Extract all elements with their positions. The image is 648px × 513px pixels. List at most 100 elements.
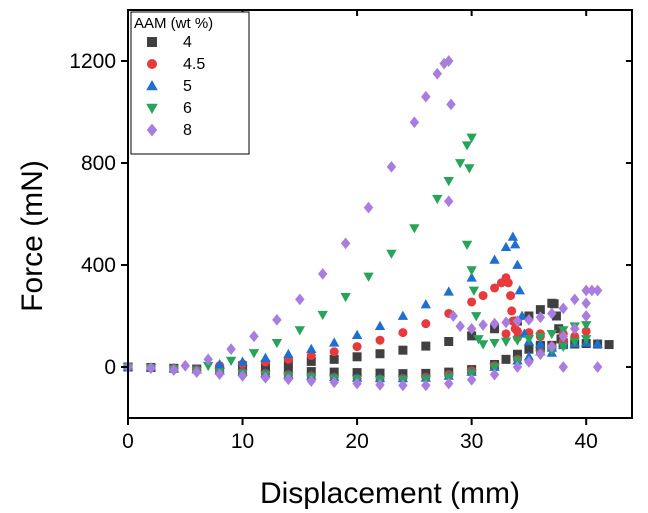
data-point [516, 310, 528, 320]
data-point [581, 335, 592, 345]
legend-label: 5 [183, 78, 192, 95]
data-point [489, 368, 500, 381]
data-point [271, 338, 283, 349]
data-point [421, 341, 431, 351]
data-point [306, 356, 316, 366]
data-point [455, 320, 465, 333]
data-point [248, 349, 260, 359]
data-point [467, 331, 477, 341]
data-point [569, 337, 580, 347]
data-point [398, 379, 408, 392]
data-point [489, 317, 500, 330]
data-point [535, 305, 545, 315]
data-point [507, 231, 519, 241]
data-point [581, 326, 591, 336]
legend-label: 4.5 [183, 56, 205, 73]
data-point [503, 278, 513, 288]
data-point [535, 333, 546, 343]
data-point [512, 336, 523, 346]
data-point [512, 326, 522, 336]
data-point [604, 340, 614, 350]
data-point [466, 373, 477, 386]
data-point [581, 321, 592, 331]
data-point [249, 330, 259, 343]
data-point [466, 266, 477, 276]
data-point [351, 329, 363, 339]
data-point [444, 55, 454, 67]
data-point [489, 254, 500, 264]
data-point [398, 328, 408, 338]
data-point [443, 286, 454, 296]
data-point [512, 259, 523, 269]
legend-marker [146, 80, 158, 91]
data-point [192, 366, 202, 378]
data-point [318, 268, 328, 280]
data-point [524, 344, 534, 354]
data-point [558, 330, 568, 343]
legend-entry: 4 [147, 34, 192, 51]
data-point [444, 195, 454, 208]
data-point [535, 311, 546, 324]
data-point [489, 363, 500, 373]
data-point [225, 356, 237, 367]
data-point [546, 330, 557, 340]
data-point [477, 340, 489, 350]
data-point [524, 356, 534, 368]
data-point [283, 348, 294, 359]
legend-entry: 5 [146, 78, 192, 95]
data-point [397, 310, 409, 320]
legend-title: AAM (wt %) [134, 15, 213, 32]
data-point [506, 291, 516, 301]
data-point [329, 376, 339, 389]
y-tick-label: 1200 [69, 50, 116, 73]
x-tick-label: 40 [575, 430, 598, 453]
data-point [500, 337, 512, 347]
data-point [352, 377, 362, 390]
data-point [461, 240, 473, 250]
data-point [329, 347, 339, 357]
data-point [446, 98, 456, 111]
data-point [512, 349, 522, 359]
legend: AAM (wt %) 4 4.5 5 6 8 [130, 11, 250, 155]
legend-marker [147, 59, 157, 69]
legend-entry: 8 [146, 122, 192, 139]
legend-label: 6 [183, 100, 192, 117]
data-point [306, 351, 316, 361]
y-tick-label: 400 [81, 254, 116, 277]
data-point [509, 239, 521, 249]
data-point [512, 361, 523, 373]
data-point [375, 335, 385, 345]
data-point [468, 286, 480, 296]
data-point [363, 201, 374, 214]
data-point [524, 313, 534, 326]
data-point [352, 352, 362, 362]
data-point [514, 285, 525, 295]
data-point [592, 284, 603, 297]
data-point [306, 343, 317, 353]
data-point [237, 370, 248, 382]
data-marks [122, 55, 614, 392]
data-point [547, 307, 557, 320]
data-point [466, 133, 477, 143]
data-point [214, 368, 225, 380]
data-point [260, 352, 271, 362]
data-point [409, 224, 420, 234]
data-point [432, 67, 442, 80]
data-point [455, 159, 466, 169]
y-tick-label: 800 [81, 152, 116, 175]
data-point [146, 362, 156, 375]
data-point [581, 284, 591, 297]
legend-marker [146, 103, 158, 114]
data-point [180, 359, 190, 372]
data-point [448, 310, 459, 322]
data-point [386, 160, 397, 173]
data-point [507, 306, 517, 316]
data-point [587, 284, 597, 297]
x-tick-label: 30 [460, 430, 483, 453]
legend-label: 8 [183, 122, 192, 139]
x-tick-label: 0 [122, 430, 134, 453]
data-point [512, 315, 523, 327]
data-point [260, 371, 271, 384]
data-point [421, 319, 431, 329]
data-point [466, 272, 477, 282]
